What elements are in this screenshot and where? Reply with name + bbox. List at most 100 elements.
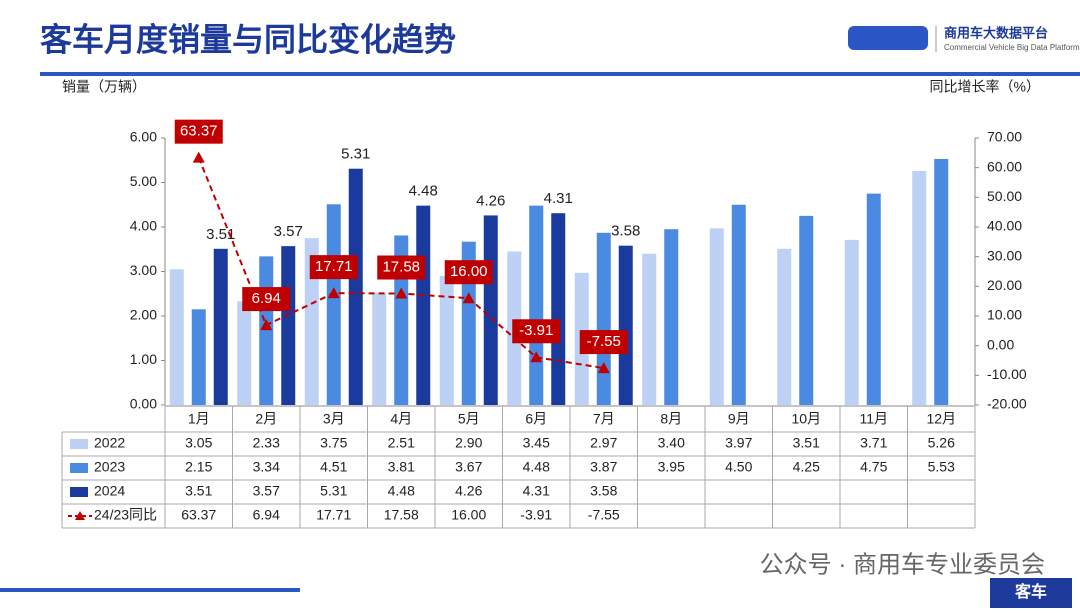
x-tick-label: 1月 bbox=[188, 411, 210, 427]
y2-tick-label: 20.00 bbox=[987, 277, 1022, 293]
table-cell: 2.51 bbox=[388, 435, 415, 451]
header-rule bbox=[40, 72, 1080, 76]
data-label-box bbox=[309, 255, 358, 280]
bar bbox=[551, 213, 566, 405]
legend-swatch bbox=[70, 439, 88, 449]
table-cell: 3.71 bbox=[860, 435, 887, 451]
table-cell: 16.00 bbox=[451, 507, 486, 523]
legend-label: 2022 bbox=[94, 435, 125, 451]
table-cell: 5.53 bbox=[928, 459, 955, 475]
x-tick-label: 8月 bbox=[660, 411, 682, 427]
title: 客车月度销量与同比变化趋势 bbox=[40, 21, 456, 57]
y-axis-label: 销量（万辆） bbox=[62, 79, 146, 95]
y2-tick-label: 0.00 bbox=[987, 336, 1014, 352]
bar bbox=[642, 253, 657, 405]
x-tick-label: 9月 bbox=[728, 411, 750, 427]
marker bbox=[597, 362, 610, 374]
y-tick-label: 5.00 bbox=[130, 173, 157, 189]
table-cell: 4.25 bbox=[793, 459, 820, 475]
data-label: 17.71 bbox=[315, 258, 353, 275]
table-cell: 5.31 bbox=[320, 483, 347, 499]
marker bbox=[192, 151, 205, 163]
marker bbox=[395, 287, 408, 299]
table-cell: 17.58 bbox=[384, 507, 419, 523]
table-cell: 3.05 bbox=[185, 435, 212, 451]
logo-subtitle: Commercial Vehicle Big Data Platform bbox=[944, 43, 1080, 52]
data-label: -3.91 bbox=[519, 322, 553, 339]
legend-label: 2024 bbox=[94, 483, 125, 499]
y2-tick-label: 50.00 bbox=[987, 188, 1022, 204]
y-tick-label: 3.00 bbox=[130, 262, 157, 278]
table-cell: 4.75 bbox=[860, 459, 887, 475]
table-cell: -7.55 bbox=[588, 507, 620, 523]
table-cell: 3.75 bbox=[320, 435, 347, 451]
bar bbox=[237, 301, 252, 405]
bar bbox=[169, 269, 184, 405]
y2-tick-label: 40.00 bbox=[987, 218, 1022, 234]
data-label: 6.94 bbox=[252, 290, 281, 307]
table-cell: 4.48 bbox=[388, 483, 415, 499]
data-label: 17.58 bbox=[382, 258, 420, 275]
data-label: 5.31 bbox=[341, 146, 370, 163]
data-label: 16.00 bbox=[450, 263, 488, 280]
bar bbox=[529, 205, 544, 405]
table-cell: 17.71 bbox=[316, 507, 351, 523]
bar bbox=[213, 248, 228, 405]
data-label-box bbox=[444, 260, 493, 285]
data-label: 3.58 bbox=[611, 223, 640, 240]
y2-axis-label: 同比增长率（%） bbox=[930, 79, 1040, 95]
y-tick-label: 0.00 bbox=[130, 396, 157, 412]
x-tick-label: 7月 bbox=[593, 411, 615, 427]
table-cell: 4.51 bbox=[320, 459, 347, 475]
table-cell: 4.50 bbox=[725, 459, 752, 475]
table-cell: 4.48 bbox=[523, 459, 550, 475]
table-cell: 2.15 bbox=[185, 459, 212, 475]
bar bbox=[304, 238, 319, 405]
x-tick-label: 12月 bbox=[926, 411, 956, 427]
y2-tick-label: 10.00 bbox=[987, 307, 1022, 323]
data-label-box bbox=[579, 330, 628, 355]
table-cell: 3.45 bbox=[523, 435, 550, 451]
data-label: 4.31 bbox=[544, 190, 573, 207]
x-tick-label: 2月 bbox=[255, 411, 277, 427]
y-tick-label: 4.00 bbox=[130, 218, 157, 234]
table-cell: 3.51 bbox=[185, 483, 212, 499]
table-cell: 4.26 bbox=[455, 483, 482, 499]
data-label: -7.55 bbox=[587, 333, 621, 350]
bar bbox=[866, 193, 881, 405]
table-cell: 2.97 bbox=[590, 435, 617, 451]
bar bbox=[709, 228, 724, 405]
y-tick-label: 1.00 bbox=[130, 351, 157, 367]
data-label-box bbox=[377, 255, 426, 280]
table-cell: 3.34 bbox=[253, 459, 280, 475]
table-cell: 3.67 bbox=[455, 459, 482, 475]
data-label: 4.26 bbox=[476, 192, 505, 209]
data-label-box bbox=[512, 319, 561, 344]
table-cell: 3.97 bbox=[725, 435, 752, 451]
x-tick-label: 5月 bbox=[458, 411, 480, 427]
y-tick-label: 6.00 bbox=[130, 129, 157, 145]
bar bbox=[281, 246, 296, 405]
table-cell: 3.51 bbox=[793, 435, 820, 451]
x-tick-label: 3月 bbox=[323, 411, 345, 427]
logo-mark bbox=[848, 26, 928, 50]
table-cell: 2.90 bbox=[455, 435, 482, 451]
marker bbox=[260, 319, 273, 331]
data-label: 3.57 bbox=[274, 223, 303, 240]
legend-swatch bbox=[70, 463, 88, 473]
footer-source: 公众号 · 商用车专业委员会 bbox=[760, 551, 1045, 578]
table-cell: 63.37 bbox=[181, 507, 216, 523]
x-tick-label: 6月 bbox=[525, 411, 547, 427]
x-tick-label: 4月 bbox=[390, 411, 412, 427]
x-tick-label: 11月 bbox=[859, 411, 888, 427]
bar bbox=[664, 229, 679, 405]
bar bbox=[844, 239, 859, 405]
y-tick-label: 2.00 bbox=[130, 307, 157, 323]
marker bbox=[327, 287, 340, 299]
legend-label: 2023 bbox=[94, 459, 125, 475]
data-label: 63.37 bbox=[180, 123, 218, 140]
bar bbox=[416, 205, 431, 405]
logo-title: 商用车大数据平台 bbox=[944, 25, 1048, 40]
table-cell: 2.33 bbox=[253, 435, 280, 451]
